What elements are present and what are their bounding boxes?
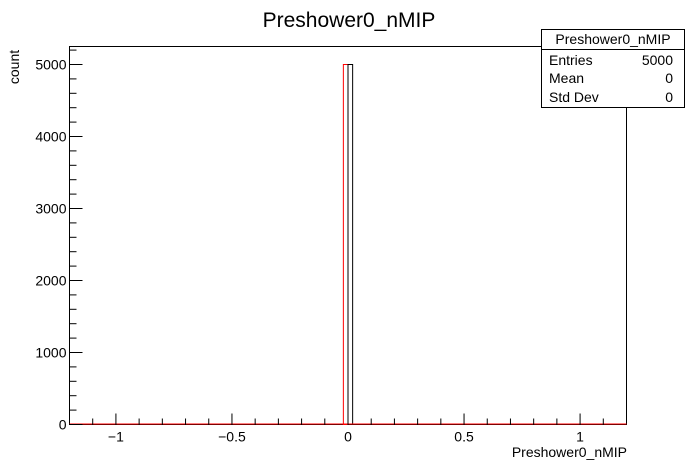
y-tick-label: 4000: [35, 129, 66, 145]
x-axis-ticks: −1 −0.5 0 0.5 1: [92, 413, 604, 445]
x-tick-label: 1: [576, 429, 584, 445]
stats-title: Preshower0_nMIP: [555, 31, 670, 47]
stats-entries-value: 5000: [642, 52, 673, 68]
y-axis-label: count: [6, 50, 22, 84]
stats-box: Preshower0_nMIP Entries 5000 Mean 0 Std …: [541, 29, 685, 108]
y-tick-label: 1000: [35, 345, 66, 361]
y-tick-label: 3000: [35, 201, 66, 217]
histogram-bar-0: [342, 64, 349, 425]
stats-stddev-label: Std Dev: [549, 89, 599, 105]
stats-stddev-value: 0: [665, 89, 673, 105]
y-tick-label: 5000: [35, 57, 66, 73]
chart-title: Preshower0_nMIP: [263, 9, 436, 32]
stats-mean-value: 0: [665, 70, 673, 86]
y-axis-ticks: 0 1000 2000 3000 4000 5000: [35, 49, 83, 433]
stats-mean-label: Mean: [549, 70, 584, 86]
x-tick-label: −1: [108, 429, 124, 445]
y-tick-label: 0: [59, 417, 67, 433]
x-tick-label: 0.5: [454, 429, 474, 445]
histogram-bars: [342, 64, 354, 425]
stats-entries-label: Entries: [549, 52, 593, 68]
histogram-bar-1: [347, 64, 354, 425]
x-tick-label: 0: [344, 429, 352, 445]
y-tick-label: 2000: [35, 273, 66, 289]
x-tick-label: −0.5: [218, 429, 246, 445]
x-axis-label: Preshower0_nMIP: [512, 444, 627, 460]
